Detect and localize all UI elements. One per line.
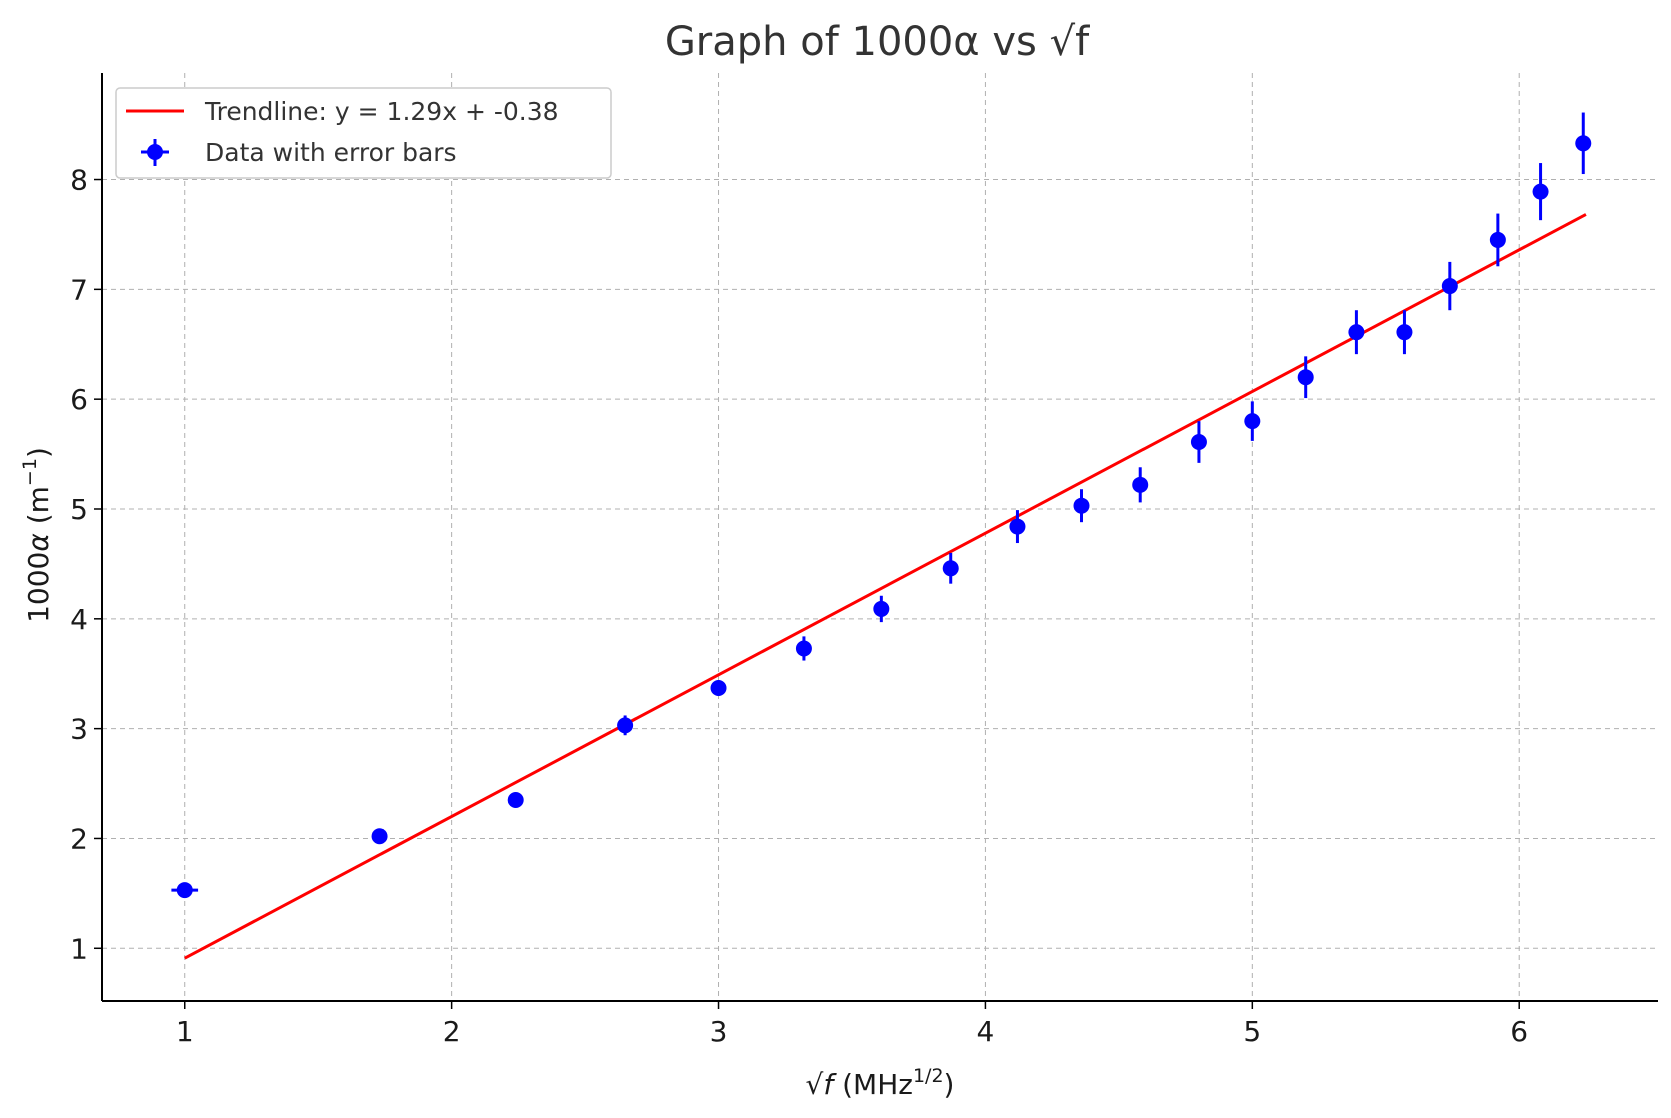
y-tick-label: 6 — [70, 383, 88, 416]
x-tick-label: 3 — [710, 1015, 728, 1048]
y-tick-label: 5 — [70, 493, 88, 526]
y-tick-label: 1 — [70, 932, 88, 965]
data-point — [795, 640, 812, 657]
data-point — [176, 882, 193, 899]
data-point — [873, 600, 890, 617]
data-point — [1396, 324, 1413, 341]
data-point — [1244, 413, 1261, 430]
data-point — [371, 828, 388, 845]
data-point — [1532, 183, 1549, 200]
data-point — [1348, 324, 1365, 341]
axes — [101, 73, 1658, 1002]
data-point — [1489, 231, 1506, 248]
y-tick-label: 7 — [70, 273, 88, 306]
data-point — [1132, 476, 1149, 493]
data-point — [617, 717, 634, 734]
legend-marker-swatch — [147, 144, 163, 160]
chart-title: Graph of 1000α vs √f — [665, 19, 1090, 65]
y-tick-label: 4 — [70, 603, 88, 636]
data-points-group — [171, 112, 1592, 899]
ticks: 1 2 3 4 5 6 1 2 3 4 5 6 7 8 — [70, 164, 1528, 1048]
data-point — [1297, 369, 1314, 386]
data-point — [507, 792, 524, 809]
data-point — [1073, 497, 1090, 514]
x-tick-label: 4 — [977, 1015, 995, 1048]
x-tick-label: 6 — [1510, 1015, 1528, 1048]
data-point — [1009, 518, 1026, 535]
data-point — [1575, 135, 1592, 152]
data-point — [710, 680, 727, 697]
y-tick-label: 8 — [70, 164, 88, 197]
legend-frame — [115, 87, 612, 179]
grid — [102, 73, 1658, 1001]
x-axis-title: √f (MHz1/2) — [806, 1065, 955, 1101]
legend-data-label: Data with error bars — [205, 138, 457, 167]
x-tick-label: 2 — [443, 1015, 461, 1048]
legend: Trendline: y = 1.29x + -0.38 Data with e… — [115, 87, 612, 179]
y-tick-label: 2 — [70, 822, 88, 855]
x-tick-label: 1 — [176, 1015, 194, 1048]
y-axis-title: 1000α (m−1) — [19, 447, 55, 623]
data-point — [1190, 434, 1207, 451]
data-point — [942, 560, 959, 577]
data-point — [1441, 278, 1458, 295]
legend-trendline-label: Trendline: y = 1.29x + -0.38 — [204, 97, 559, 126]
x-tick-label: 5 — [1243, 1015, 1261, 1048]
y-tick-label: 3 — [70, 713, 88, 746]
